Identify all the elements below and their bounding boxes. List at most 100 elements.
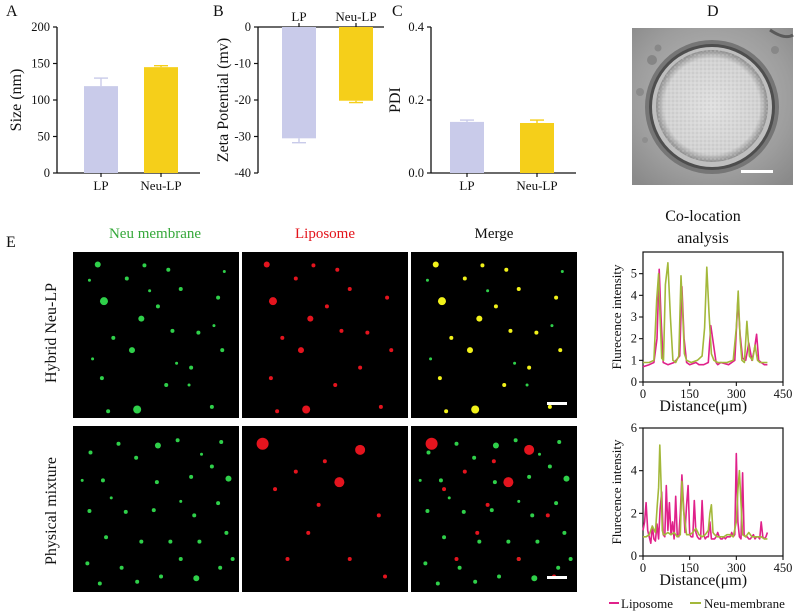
- bar-lp: [450, 121, 484, 173]
- bar-neu-lp: [339, 27, 373, 101]
- particle: [175, 438, 180, 443]
- particle: [263, 261, 270, 268]
- y-tick-label: 0: [631, 549, 637, 563]
- tile-background: [73, 252, 239, 418]
- y-tick-label: 100: [31, 93, 50, 107]
- y-tick-label: 1: [631, 353, 637, 367]
- particle: [442, 535, 447, 540]
- particle: [94, 261, 101, 268]
- y-tick-label: -10: [234, 57, 251, 71]
- x-tick-label: 0: [640, 561, 646, 575]
- particle: [457, 565, 462, 570]
- particle: [513, 438, 518, 443]
- particle: [530, 513, 535, 518]
- particle: [170, 328, 175, 333]
- particle: [538, 452, 541, 456]
- particle: [454, 557, 459, 562]
- particle: [560, 269, 564, 273]
- particle: [438, 478, 443, 483]
- particle: [316, 502, 321, 507]
- tile-background: [411, 426, 577, 592]
- particle: [557, 439, 562, 444]
- bar-lp: [282, 27, 316, 139]
- particle: [87, 509, 92, 513]
- particle: [335, 267, 340, 272]
- particle: [91, 357, 95, 361]
- particle: [477, 539, 482, 544]
- particle: [133, 405, 142, 414]
- legend: Liposome Neu-membrane: [609, 596, 785, 611]
- particle: [547, 464, 552, 469]
- particle: [418, 478, 422, 482]
- tile-background: [242, 426, 408, 592]
- particle: [426, 450, 431, 455]
- particle: [516, 286, 521, 291]
- panel-label-d: D: [707, 3, 719, 20]
- particle: [480, 263, 485, 268]
- particle: [128, 347, 135, 354]
- particle: [334, 477, 345, 488]
- tile-physical-mixture-neu-membrane: [73, 426, 239, 592]
- particle: [224, 530, 229, 535]
- particle: [216, 295, 221, 300]
- particle: [166, 267, 171, 272]
- particle: [311, 263, 316, 268]
- particle: [531, 575, 538, 582]
- particle: [485, 502, 490, 507]
- particle: [85, 561, 90, 566]
- particle: [116, 441, 121, 446]
- particle: [138, 315, 145, 322]
- legend-label-liposome: Liposome: [621, 596, 673, 611]
- particle: [489, 508, 494, 513]
- series-line-neu-membrane: [643, 261, 768, 364]
- particle: [437, 297, 446, 306]
- particle: [225, 475, 232, 482]
- particle: [268, 376, 273, 381]
- x-tick-label: Neu-LP: [140, 178, 181, 193]
- particle: [503, 477, 514, 488]
- particle: [268, 297, 277, 306]
- x-tick-label: 450: [774, 561, 793, 575]
- particle: [447, 496, 451, 500]
- particle: [497, 574, 502, 579]
- y-tick-label: 6: [631, 421, 637, 435]
- panel-label-e: E: [6, 234, 16, 251]
- particle: [192, 513, 197, 518]
- pdi-bar-chart: 0.0 0.2 0.4 LP Neu-LP PDI: [387, 20, 576, 193]
- particle: [556, 565, 561, 570]
- particle: [155, 304, 160, 309]
- particle: [256, 437, 269, 450]
- y-axis-title: Zeta Potential (mv): [215, 38, 232, 162]
- particle: [492, 480, 497, 485]
- particle: [209, 404, 214, 409]
- plot-frame: [642, 427, 784, 557]
- tile-physical-mixture-liposome: [242, 426, 408, 592]
- particle: [563, 475, 570, 482]
- particle: [100, 478, 105, 483]
- particle: [275, 409, 280, 414]
- tile-background: [242, 252, 408, 418]
- particle: [99, 376, 104, 381]
- particle: [475, 530, 480, 535]
- particle: [106, 409, 111, 414]
- particle: [189, 474, 194, 479]
- particle: [425, 278, 429, 282]
- particle: [297, 347, 304, 354]
- particle: [562, 530, 567, 535]
- x-tick-label: LP: [459, 178, 474, 193]
- particle: [527, 365, 532, 370]
- particle: [462, 469, 467, 474]
- particle: [508, 328, 513, 333]
- x-tick-label: Neu-LP: [335, 9, 376, 24]
- particle: [545, 513, 550, 518]
- y-tick-label: 150: [31, 57, 50, 71]
- y-tick-label: -30: [234, 130, 251, 144]
- particle: [358, 365, 363, 370]
- particle: [219, 439, 224, 444]
- particle: [435, 581, 440, 586]
- particle: [196, 330, 201, 335]
- particle: [123, 509, 128, 514]
- particle: [432, 261, 439, 268]
- column-title-liposome: Liposome: [295, 226, 355, 242]
- particle: [164, 383, 169, 388]
